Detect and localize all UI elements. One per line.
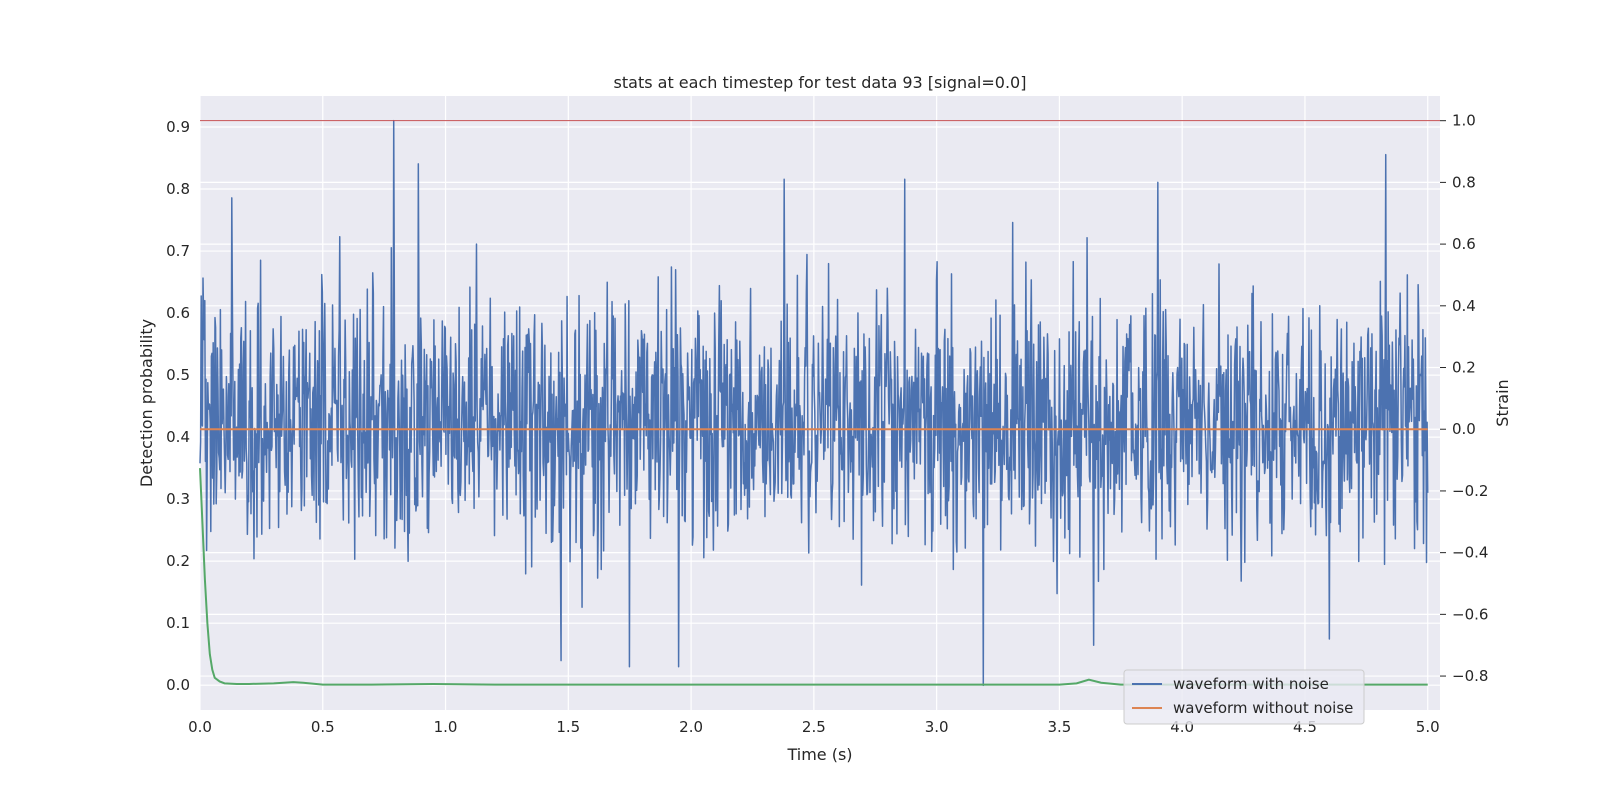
series-waveform-with-noise — [199, 119, 1429, 687]
ticks-layer: 0.0 0.5 1.0 1.5 2.0 2.5 3.0 3.5 4.0 4.5 5.00.00.10… — [166, 112, 1488, 736]
y-tick-label-right: 1.0 — [1452, 112, 1476, 130]
x-tick-label: 2.5 — [802, 718, 826, 736]
series-layer — [199, 119, 1440, 687]
y-tick-label-right: −0.6 — [1452, 605, 1488, 623]
y-tick-label-left: 0.5 — [166, 366, 190, 384]
y-tick-label-left: 0.7 — [166, 242, 190, 260]
y-axis-title-left: Detection probability — [137, 319, 156, 487]
y-tick-label-right: 0.4 — [1452, 297, 1476, 315]
y-tick-label-left: 0.2 — [166, 552, 190, 570]
y-axis-title-right: Strain — [1493, 379, 1512, 426]
x-tick-label: 3.0 — [925, 718, 949, 736]
x-tick-label: 1.0 — [434, 718, 458, 736]
x-tick-label: 2.0 — [679, 718, 703, 736]
legend-frame — [1123, 669, 1365, 725]
y-tick-label-left: 0.4 — [166, 428, 190, 446]
y-tick-label-right: −0.2 — [1452, 482, 1488, 500]
x-tick-label: 0.5 — [311, 718, 335, 736]
x-tick-label: 0.0 — [188, 718, 212, 736]
x-tick-label: 5.0 — [1416, 718, 1440, 736]
y-tick-label-left: 0.6 — [166, 304, 190, 322]
y-tick-label-right: 0.0 — [1452, 420, 1476, 438]
y-tick-label-left: 0.3 — [166, 490, 190, 508]
y-tick-label-left: 0.1 — [166, 614, 190, 632]
legend-label-noise: waveform with noise — [1173, 675, 1329, 693]
y-tick-label-right: −0.8 — [1452, 667, 1488, 685]
y-tick-label-left: 0.0 — [166, 676, 190, 694]
x-axis-title: Time (s) — [786, 745, 852, 764]
x-tick-label: 1.5 — [556, 718, 580, 736]
legend-label-clean: waveform without noise — [1173, 699, 1353, 717]
y-tick-label-left: 0.8 — [166, 180, 190, 198]
chart-title: stats at each timestep for test data 93 … — [614, 73, 1027, 92]
y-tick-label-right: 0.2 — [1452, 359, 1476, 377]
y-tick-label-right: −0.4 — [1452, 544, 1488, 562]
y-tick-label-right: 0.6 — [1452, 235, 1476, 253]
y-tick-label-left: 0.9 — [166, 118, 190, 136]
series-detection-probability — [199, 468, 1428, 686]
y-tick-label-right: 0.8 — [1452, 173, 1476, 191]
x-tick-label: 3.5 — [1047, 718, 1071, 736]
legend: waveform with noise waveform without noi… — [1123, 669, 1365, 725]
